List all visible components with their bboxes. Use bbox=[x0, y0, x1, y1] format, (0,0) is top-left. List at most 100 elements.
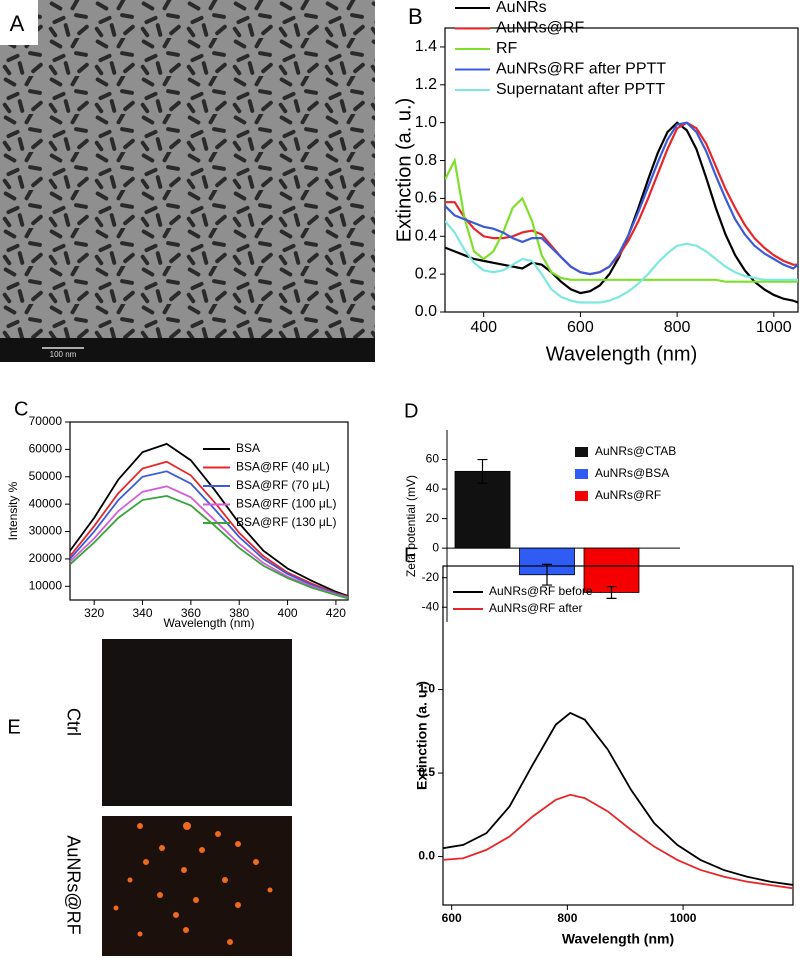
tem-image bbox=[0, 0, 375, 340]
panel-label: B bbox=[408, 4, 423, 29]
legend-label: RF bbox=[496, 40, 518, 57]
x-tick-label: 1000 bbox=[670, 911, 697, 925]
legend-label: BSA@RF (70 μL) bbox=[236, 478, 330, 492]
y-tick-label: 1.4 bbox=[415, 38, 437, 55]
y-tick-label: 0.5 bbox=[418, 765, 435, 779]
data-line bbox=[445, 157, 798, 283]
y-tick-label: -20 bbox=[422, 570, 440, 584]
image-footer bbox=[0, 338, 375, 362]
data-line bbox=[445, 121, 798, 276]
x-tick-label: 340 bbox=[133, 606, 153, 620]
y-tick-label: 0.6 bbox=[415, 190, 437, 207]
x-tick-label: 1000 bbox=[756, 319, 792, 336]
y-axis-label: Zeta potential (mV) bbox=[404, 475, 418, 577]
y-tick-label: 10000 bbox=[29, 578, 63, 592]
legend-label: BSA@RF (100 μL) bbox=[236, 497, 336, 511]
bar bbox=[583, 547, 640, 593]
y-tick-label: 0 bbox=[432, 540, 439, 554]
y-tick-label: 1.0 bbox=[415, 114, 437, 131]
y-tick-label: 60000 bbox=[29, 442, 63, 456]
plot-frame bbox=[69, 421, 349, 601]
legend-label: AuNRs@CTAB bbox=[595, 444, 676, 458]
legend-swatch bbox=[575, 491, 588, 501]
panel-label: E bbox=[7, 716, 20, 738]
legend-label: AuNRs@BSA bbox=[595, 466, 669, 480]
data-line bbox=[70, 442, 348, 597]
data-line bbox=[70, 470, 348, 599]
legend-label: BSA@RF (40 μL) bbox=[236, 460, 330, 474]
micrograph bbox=[102, 816, 292, 956]
legend-label: AuNRs@RF bbox=[595, 488, 661, 502]
y-tick-label: 0.0 bbox=[415, 303, 437, 320]
legend-label: AuNRs@RF before bbox=[489, 584, 593, 598]
y-tick-label: 1.2 bbox=[415, 76, 437, 93]
x-tick-label: 320 bbox=[84, 606, 104, 620]
x-tick-label: 800 bbox=[557, 911, 577, 925]
y-tick-label: 40 bbox=[426, 481, 440, 495]
chart: F 0.0 0.5 1.0 600 800 1000 Wavelength (nm) Extin… bbox=[404, 544, 794, 947]
y-tick-label: 20000 bbox=[29, 551, 63, 565]
x-tick-label: 420 bbox=[326, 606, 346, 620]
chart: C 10000 20000 30000 40000 50000 60000 70000 320 3… bbox=[6, 398, 349, 630]
legend-label: AuNRs@RF after PPTT bbox=[496, 61, 666, 78]
y-tick-label: 30000 bbox=[29, 524, 63, 538]
legend-label: AuNRs bbox=[496, 0, 547, 16]
y-tick-label: 70000 bbox=[29, 414, 63, 428]
legend-label: BSA bbox=[236, 441, 260, 455]
legend-label: BSA@RF (130 μL) bbox=[236, 515, 336, 529]
legend-label: AuNRs@RF after bbox=[489, 601, 583, 615]
label-box bbox=[0, 0, 38, 45]
data-line bbox=[70, 485, 348, 599]
error-bar bbox=[477, 458, 488, 484]
y-tick-label: 0.8 bbox=[415, 152, 437, 169]
x-tick-label: 600 bbox=[442, 911, 462, 925]
x-tick-label: 360 bbox=[181, 606, 201, 620]
y-axis-label: Extinction (a. u.) bbox=[414, 681, 430, 790]
x-tick-label: 400 bbox=[278, 606, 298, 620]
scale-bar-label: 100 nm bbox=[50, 350, 77, 359]
x-tick-label: 400 bbox=[470, 319, 497, 336]
y-tick-label: 0.4 bbox=[415, 227, 437, 244]
panel-label: A bbox=[10, 11, 25, 36]
x-axis-label: Wavelength (nm) bbox=[562, 931, 674, 947]
row-label: Ctrl bbox=[63, 708, 83, 736]
data-line bbox=[445, 220, 798, 304]
panel-a: 100 nm A bbox=[0, 0, 375, 362]
legend-swatch bbox=[575, 469, 588, 479]
x-tick-label: 600 bbox=[567, 319, 594, 336]
panel-e: E Ctrl AuNRs@RF bbox=[7, 639, 292, 956]
y-axis-label: Intensity % bbox=[6, 481, 20, 540]
error-bar bbox=[542, 563, 552, 586]
micrograph bbox=[102, 639, 292, 806]
legend-label: AuNRs@RF bbox=[496, 20, 584, 37]
y-tick-label: 50000 bbox=[29, 469, 63, 483]
plot-frame bbox=[442, 565, 794, 906]
x-axis-label: Wavelength (nm) bbox=[164, 616, 255, 630]
y-tick-label: 20 bbox=[426, 511, 440, 525]
y-tick-label: 0.0 bbox=[418, 849, 435, 863]
panel-label: C bbox=[14, 398, 28, 420]
y-tick-label: 1.0 bbox=[418, 682, 435, 696]
error-bar bbox=[606, 585, 617, 599]
y-tick-label: -40 bbox=[422, 599, 440, 613]
x-axis-label: Wavelength (nm) bbox=[546, 343, 698, 365]
y-tick-label: 60 bbox=[426, 452, 440, 466]
data-line bbox=[443, 793, 793, 890]
x-tick-label: 800 bbox=[664, 319, 691, 336]
data-line bbox=[70, 495, 348, 600]
panel-label: F bbox=[404, 544, 416, 566]
data-line bbox=[443, 711, 793, 886]
data-line bbox=[70, 460, 348, 598]
bar bbox=[454, 470, 511, 549]
x-tick-label: 380 bbox=[229, 606, 249, 620]
legend-swatch bbox=[575, 447, 588, 457]
y-tick-label: 40000 bbox=[29, 496, 63, 510]
row-label: AuNRs@RF bbox=[63, 835, 83, 934]
fluorescent-spots bbox=[113, 822, 273, 945]
data-line bbox=[445, 121, 798, 276]
y-axis-label: Extinction (a. u.) bbox=[393, 98, 415, 243]
chart: B 0.0 0.2 0.4 0.6 0.8 1.0 1.2 1.4 400 600 800 1000 Wa… bbox=[393, 0, 799, 365]
plot-frame bbox=[444, 27, 799, 313]
